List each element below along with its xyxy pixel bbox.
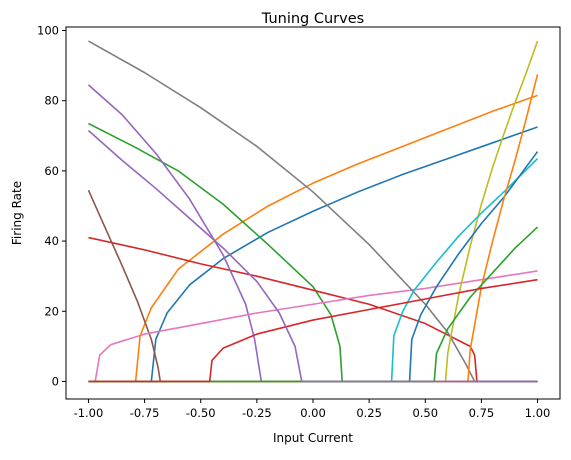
tuning-curve-9 bbox=[88, 40, 539, 383]
x-axis-label: Input Current bbox=[273, 431, 353, 445]
tuning-curve-1 bbox=[88, 126, 538, 383]
x-tick-label: 1.00 bbox=[525, 406, 551, 420]
tuning-curve-4 bbox=[88, 236, 538, 383]
y-tick-label: 0 bbox=[52, 374, 59, 388]
tuning-curve-5 bbox=[87, 84, 538, 383]
tuning-curve-15 bbox=[87, 129, 538, 383]
tuning-curve-11 bbox=[88, 151, 539, 383]
tuning-curve-7 bbox=[88, 270, 538, 383]
x-tick-label: -0.50 bbox=[186, 406, 216, 420]
chart-title: Tuning Curves bbox=[261, 11, 364, 27]
y-tick-label: 60 bbox=[44, 164, 59, 178]
tuning-curve-10 bbox=[88, 158, 539, 383]
tuning-curve-3 bbox=[88, 122, 538, 383]
x-tick-label: -0.75 bbox=[130, 406, 160, 420]
plot-area bbox=[87, 40, 539, 383]
x-tick-label: -1.00 bbox=[74, 406, 104, 420]
y-axis-label: Firing Rate bbox=[10, 181, 24, 245]
y-tick-label: 40 bbox=[44, 234, 59, 248]
x-tick-label: 0.50 bbox=[412, 406, 438, 420]
tuning-curve-6 bbox=[87, 189, 538, 383]
y-tick-label: 20 bbox=[44, 304, 59, 318]
x-tick-label: 0.75 bbox=[469, 406, 495, 420]
tuning-curve-14 bbox=[88, 278, 538, 383]
x-tick-label: 0.25 bbox=[356, 406, 382, 420]
x-tick-label: -0.25 bbox=[242, 406, 272, 420]
y-axis: 0 20 40 60 80 100 bbox=[37, 24, 66, 388]
tuning-curve-12 bbox=[88, 74, 539, 383]
tuning-curve-13 bbox=[88, 226, 539, 383]
y-tick-label: 100 bbox=[37, 24, 59, 38]
x-tick-label: 0.00 bbox=[300, 406, 326, 420]
x-axis: -1.00 -0.75 -0.50 -0.25 0.00 0.25 0.50 0.75 1.00 bbox=[74, 399, 551, 420]
y-tick-label: 80 bbox=[44, 94, 59, 108]
